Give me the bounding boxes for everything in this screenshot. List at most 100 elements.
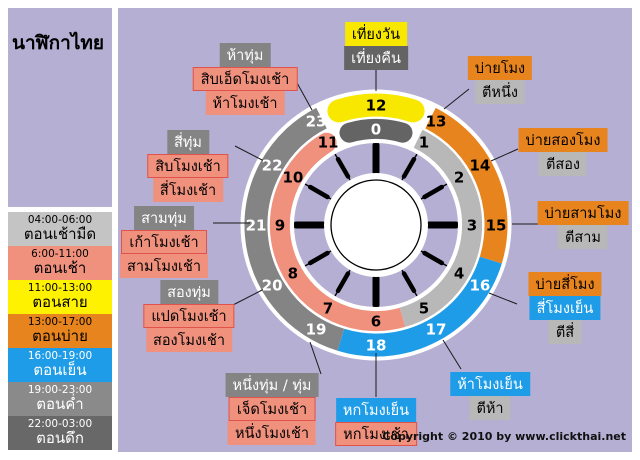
label-connector-line	[295, 80, 313, 111]
hour-name-label: สี่ทุ่ม	[167, 130, 209, 154]
hour-number-8: 8	[288, 264, 298, 282]
label-stack-hour-15: บ่ายสามโมง ตีสาม	[537, 201, 629, 249]
label-stack-noon-midnight: เที่ยงวัน เที่ยงคืน	[344, 22, 408, 70]
clock-spoke	[335, 271, 351, 294]
label-stack-hour-23: ห้าทุ่ม สิบเอ็ดโมงเช้า ห้าโมงเช้า	[192, 43, 298, 115]
hour-number-17: 17	[426, 320, 447, 338]
label-connector-line	[443, 88, 470, 110]
clock-spoke	[422, 250, 445, 266]
label-connector-line	[234, 145, 267, 163]
legend-row: 16:00-19:00 ตอนเย็น	[8, 348, 112, 382]
hour-name-label: สิบเอ็ดโมงเช้า	[192, 67, 298, 91]
hour-name-label: สองทุ่ม	[160, 280, 218, 304]
label-connector-line	[490, 148, 519, 162]
clock-spoke	[335, 156, 351, 179]
hour-number-16: 16	[469, 276, 490, 294]
legend-period-name: ตอนเช้า	[33, 259, 87, 278]
hour-number-12: 12	[366, 96, 387, 114]
label-stack-hour-16: บ่ายสี่โมง สี่โมงเย็น ตีสี่	[528, 272, 602, 344]
label-stack-hour-20: สองทุ่ม แปดโมงเช้า สองโมงเช้า	[143, 280, 235, 352]
outer-ring-segment	[425, 107, 508, 264]
legend-row: 11:00-13:00 ตอนสาย	[8, 280, 112, 314]
hour-name-label: เที่ยงวัน	[344, 22, 408, 46]
time-period-legend: 04:00-06:00 ตอนเช้ามืด 6:00-11:00 ตอนเช้า 11…	[8, 212, 112, 450]
legend-row: 04:00-06:00 ตอนเช้ามืด	[8, 212, 112, 246]
clock-dial-circle	[330, 179, 422, 271]
hour-name-label: สี่โมงเย็น	[529, 296, 601, 320]
hour-name-label: หกโมงเช้า	[335, 422, 417, 446]
hour-name-label: สามทุ่ม	[134, 206, 194, 230]
legend-row: 6:00-11:00 ตอนเช้า	[8, 246, 112, 280]
clock-spoke	[307, 184, 330, 200]
inner-ring-segment	[296, 132, 337, 169]
legend-row: 13:00-17:00 ตอนบ่าย	[8, 314, 112, 348]
outer-ring-segment	[327, 93, 425, 123]
hour-number-21: 21	[246, 216, 267, 234]
label-connector-line	[488, 292, 518, 305]
clock-spoke	[422, 184, 445, 200]
inner-ring-segment	[339, 119, 413, 143]
hour-number-22: 22	[262, 156, 283, 174]
label-connector-line	[442, 339, 462, 370]
hour-name-label: หนึ่งโมงเช้า	[228, 421, 316, 445]
legend-time-range: 16:00-19:00	[27, 349, 93, 362]
legend-period-name: ตอนบ่าย	[32, 327, 88, 346]
hour-name-label: บ่ายโมง	[467, 56, 533, 80]
label-stack-hour-13: บ่ายโมง ตีหนึ่ง	[467, 56, 533, 104]
label-stack-hour-19: หนึ่งทุ่ม / ทุ่ม เจ็ดโมงเช้า หนึ่งโมงเช้า	[225, 373, 319, 445]
outer-ring-segment	[337, 256, 502, 357]
label-stack-hour-17: ห้าโมงเย็น ตีห้า	[450, 372, 530, 420]
hour-number-7: 7	[323, 300, 333, 318]
hour-name-label: ห้าโมงเย็น	[450, 372, 530, 396]
hour-name-label: บ่ายสามโมง	[537, 201, 629, 225]
hour-name-label: ตีสี่	[548, 320, 582, 344]
hour-name-label: ตีสาม	[558, 225, 608, 249]
outer-ring-segment	[244, 107, 345, 351]
hour-name-label: ห้าทุ่ม	[219, 43, 271, 67]
hour-number-23: 23	[306, 113, 327, 131]
legend-time-range: 6:00-11:00	[31, 247, 89, 260]
label-stack-hour-21: สามทุ่ม เก้าโมงเช้า สามโมงเช้า	[120, 206, 208, 278]
hour-name-label: ห้าโมงเช้า	[205, 91, 285, 115]
hour-name-label: เที่ยงคืน	[344, 46, 408, 70]
hour-name-label: สามโมงเช้า	[120, 254, 208, 278]
hour-number-14: 14	[469, 156, 490, 174]
legend-time-range: 22:00-03:00	[27, 417, 93, 430]
inner-ring-segment	[269, 137, 406, 332]
hour-name-label: ตีสอง	[538, 152, 588, 176]
hour-number-4: 4	[454, 264, 464, 282]
hour-number-2: 2	[454, 168, 464, 186]
legend-row: 19:00-23:00 ตอนค่ำ	[8, 382, 112, 416]
hour-number-13: 13	[426, 113, 447, 131]
legend-period-name: ตอนสาย	[32, 293, 88, 312]
hour-name-label: หกโมงเย็น	[335, 398, 417, 422]
hour-name-label: สองโมงเช้า	[145, 328, 232, 352]
hour-name-label: บ่ายสี่โมง	[528, 272, 602, 296]
hour-number-19: 19	[306, 320, 327, 338]
hour-name-label: บ่ายสองโมง	[518, 128, 608, 152]
legend-time-range: 04:00-06:00	[27, 213, 93, 226]
clock-spoke	[401, 271, 417, 294]
page-title: นาฬิกาไทย	[12, 32, 105, 54]
clock-spoke	[307, 250, 330, 266]
legend-period-name: ตอนดึก	[36, 429, 84, 448]
label-connector-line	[309, 341, 322, 375]
label-stack-hour-14: บ่ายสองโมง ตีสอง	[518, 128, 608, 176]
clock-spoke	[401, 156, 417, 179]
label-connector-line	[232, 288, 265, 306]
hour-number-0: 0	[371, 120, 381, 138]
hour-name-label: สิบโมงเช้า	[147, 154, 229, 178]
hour-name-label: หนึ่งทุ่ม / ทุ่ม	[225, 373, 319, 397]
hour-name-label: เก้าโมงเช้า	[121, 230, 207, 254]
label-stack-hour-22: สี่ทุ่ม สิบโมงเช้า สี่โมงเช้า	[147, 130, 229, 202]
hour-name-label: เจ็ดโมงเช้า	[228, 397, 316, 421]
legend-period-name: ตอนเย็น	[33, 361, 87, 380]
hour-name-label: แปดโมงเช้า	[143, 304, 235, 328]
clock-center-disc	[324, 173, 428, 277]
hour-number-1: 1	[419, 133, 429, 151]
hour-number-3: 3	[467, 216, 477, 234]
legend-time-range: 13:00-17:00	[27, 315, 93, 328]
